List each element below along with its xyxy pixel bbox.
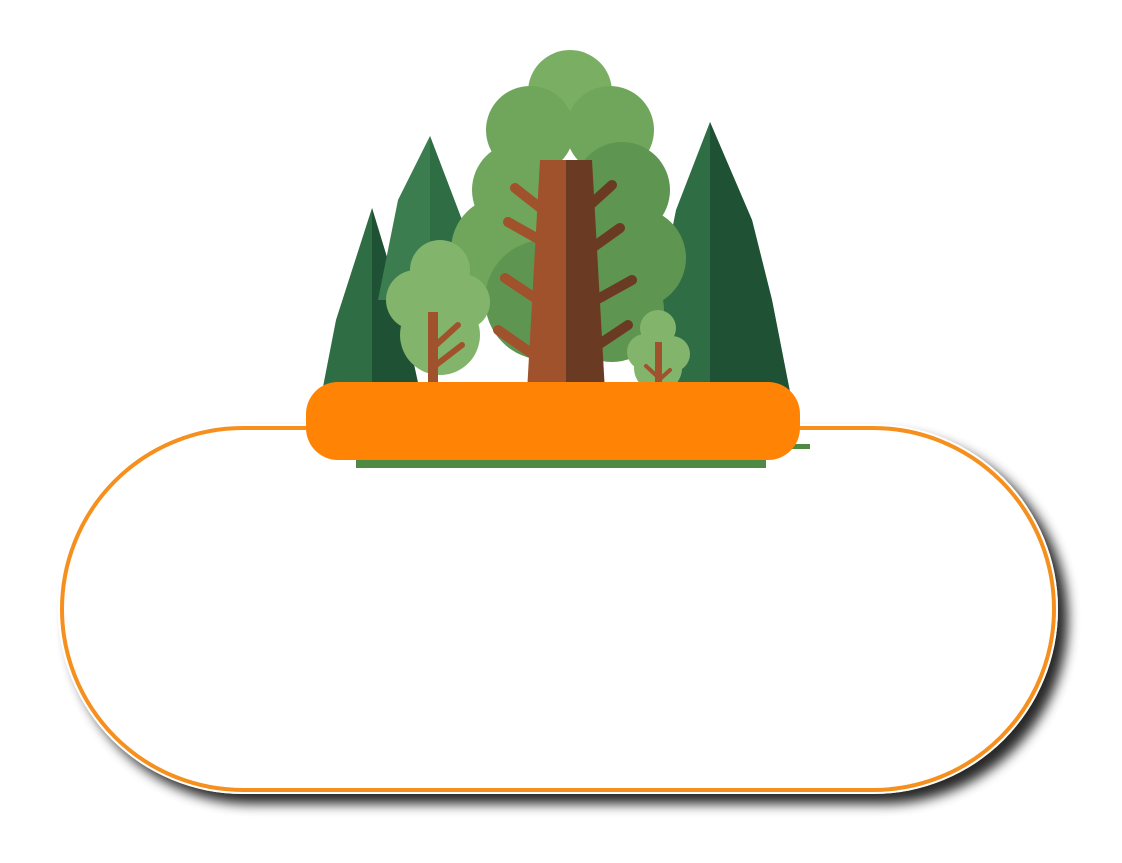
pine-tree-icon <box>650 122 790 392</box>
ground-strip-accent <box>788 444 810 449</box>
deciduous-tree-icon <box>627 310 690 392</box>
deciduous-tree-icon <box>451 50 686 392</box>
frame-border <box>60 426 1056 792</box>
title-banner <box>306 382 800 460</box>
content-frame <box>58 424 1058 794</box>
forest-illustration-icon <box>322 50 810 468</box>
deciduous-tree-icon <box>386 240 490 392</box>
